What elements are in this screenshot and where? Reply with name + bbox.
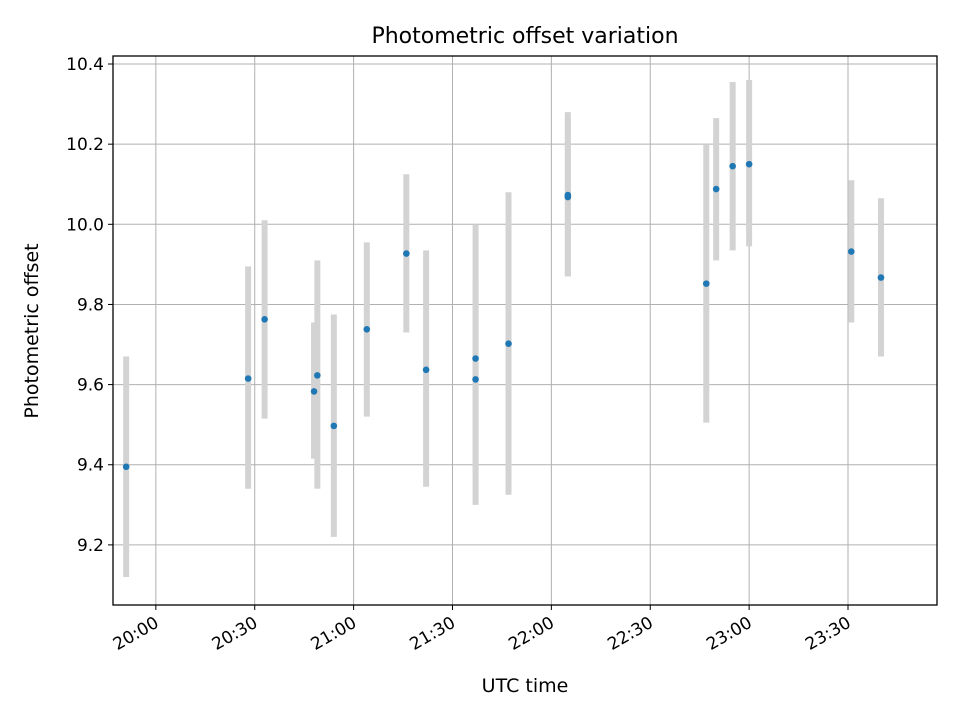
y-tick-label: 9.2 <box>77 536 104 556</box>
y-axis-label: Photometric offset <box>21 243 43 418</box>
data-point <box>505 340 512 348</box>
chart-title: Photometric offset variation <box>371 24 678 49</box>
data-point <box>122 463 130 471</box>
y-tick-label: 9.6 <box>77 376 104 396</box>
data-point <box>729 162 736 170</box>
data-point <box>472 355 479 362</box>
plot-area-frame <box>112 55 938 606</box>
data-point <box>363 325 371 333</box>
data-point <box>314 372 321 379</box>
data-point <box>403 250 410 257</box>
data-point <box>472 376 479 383</box>
y-tick-label: 10.0 <box>66 215 104 235</box>
data-point <box>261 315 268 323</box>
data-point <box>244 375 252 382</box>
data-point <box>330 422 338 430</box>
point-layer <box>122 160 885 471</box>
y-tick-label: 10.4 <box>66 55 104 75</box>
data-point <box>877 274 885 281</box>
data-point <box>848 248 855 255</box>
data-point <box>702 280 710 287</box>
y-tick-label: 10.2 <box>66 135 104 155</box>
data-point <box>422 366 430 374</box>
y-tick-label: 9.8 <box>77 295 104 315</box>
data-point <box>712 185 720 193</box>
x-axis-label: UTC time <box>482 675 569 697</box>
data-point <box>564 191 572 199</box>
data-point <box>310 388 318 395</box>
data-point <box>745 160 753 168</box>
y-tick-label: 9.4 <box>77 456 104 476</box>
